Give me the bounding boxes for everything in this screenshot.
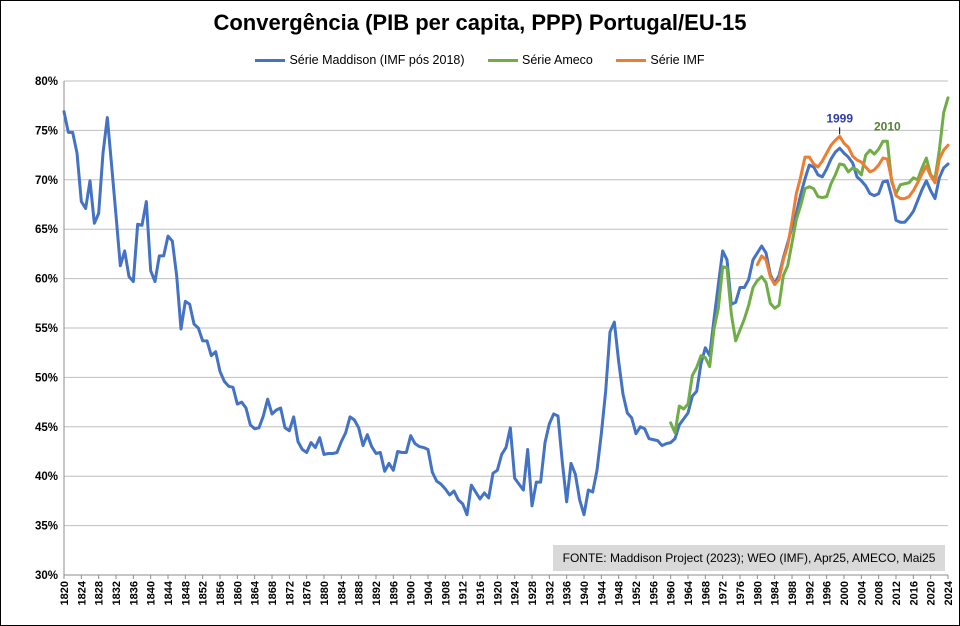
y-tick-label: 70% (35, 175, 58, 187)
x-tick-label: 1936 (562, 581, 574, 605)
source-note-box (553, 545, 945, 571)
x-tick-label: 1984 (770, 580, 782, 605)
y-tick-label: 45% (35, 422, 58, 434)
x-tick-label: 2024 (943, 580, 955, 605)
x-tick-label: 2000 (839, 581, 851, 605)
x-tick-label: 1908 (440, 581, 452, 605)
x-tick-label: 1836 (128, 581, 140, 605)
legend-swatch-ameco (488, 58, 519, 62)
y-tick-label: 30% (35, 570, 58, 582)
x-tick-label: 1888 (354, 581, 366, 605)
x-tick-label: 1920 (492, 581, 504, 605)
y-tick-label: 55% (35, 323, 58, 335)
legend-label-maddison: Série Maddison (IMF pós 2018) (289, 52, 465, 67)
source-note: FONTE: Maddison Project (2023); WEO (IMF… (563, 551, 936, 565)
x-tick-label: 2020 (926, 581, 938, 605)
x-tick-label: 1852 (198, 581, 210, 605)
x-tick-label: 1880 (319, 581, 331, 605)
x-tick-label: 1900 (406, 581, 418, 605)
x-tick-label: 1952 (631, 581, 643, 605)
y-tick-label: 80% (35, 76, 58, 88)
x-tick-label: 1892 (371, 581, 383, 605)
annotation-label: 1999 (826, 111, 853, 125)
x-tick-label: 1948 (614, 581, 626, 605)
x-tick-label: 1944 (596, 580, 608, 605)
x-tick-label: 1928 (527, 581, 539, 605)
series-line-maddison (62, 110, 950, 517)
x-tick-label: 1904 (423, 580, 435, 605)
y-tick-label: 75% (35, 125, 58, 137)
x-tick-label: 1828 (94, 581, 106, 605)
x-tick-label: 1848 (180, 581, 192, 605)
x-tick-label: 1972 (718, 581, 730, 605)
y-tick-label: 50% (35, 372, 58, 384)
y-tick-label: 60% (35, 274, 58, 286)
legend-label-imf: Série IMF (650, 52, 705, 67)
x-tick-label: 1964 (683, 580, 695, 605)
x-tick-label: 1860 (232, 581, 244, 605)
x-tick-label: 2016 (908, 581, 920, 605)
legend-item-ameco: Série Ameco (488, 53, 593, 67)
x-tick-label: 1840 (146, 581, 158, 605)
x-tick-label: 1940 (579, 581, 591, 605)
y-tick-label: 35% (35, 521, 58, 533)
x-tick-label: 1968 (700, 581, 712, 605)
legend-label-ameco: Série Ameco (522, 52, 593, 67)
x-tick-label: 1976 (735, 581, 747, 605)
legend-swatch-maddison (255, 58, 286, 62)
x-tick-label: 1960 (666, 581, 678, 605)
annotation-label: 2010 (874, 119, 901, 133)
x-tick-label: 1844 (163, 580, 175, 605)
x-tick-label: 1996 (822, 581, 834, 605)
legend-swatch-imf (616, 58, 647, 62)
x-tick-label: 1992 (804, 581, 816, 605)
legend-item-imf: Série IMF (616, 52, 705, 67)
x-tick-label: 1868 (267, 581, 279, 605)
x-tick-label: 1876 (302, 581, 314, 605)
chart-legend: Série Maddison (IMF pós 2018) Série Amec… (0, 52, 960, 67)
x-tick-label: 1832 (111, 581, 123, 605)
y-tick-label: 40% (35, 471, 58, 483)
x-tick-label: 1988 (787, 581, 799, 605)
chart-title: Convergência (PIB per capita, PPP) Portu… (213, 10, 747, 35)
x-tick-label: 2008 (874, 581, 886, 605)
series-line-ameco (669, 96, 950, 435)
x-tick-label: 1912 (458, 581, 470, 605)
legend-item-maddison: Série Maddison (IMF pós 2018) (255, 52, 465, 67)
x-tick-label: 1980 (752, 581, 764, 605)
x-tick-label: 1824 (76, 580, 88, 605)
x-tick-label: 1864 (250, 580, 262, 605)
x-tick-label: 1932 (544, 581, 556, 605)
x-tick-label: 1924 (510, 580, 522, 605)
x-tick-label: 1872 (284, 581, 296, 605)
x-tick-label: 1916 (475, 581, 487, 605)
series-line-imf (755, 134, 950, 287)
x-tick-label: 2012 (891, 581, 903, 605)
y-tick-label: 65% (35, 224, 58, 236)
x-tick-label: 1896 (388, 581, 400, 605)
x-tick-label: 1884 (336, 580, 348, 605)
x-tick-label: 1820 (59, 581, 71, 605)
x-tick-label: 1856 (215, 581, 227, 605)
x-tick-label: 1956 (648, 581, 660, 605)
x-tick-label: 2004 (856, 580, 868, 605)
